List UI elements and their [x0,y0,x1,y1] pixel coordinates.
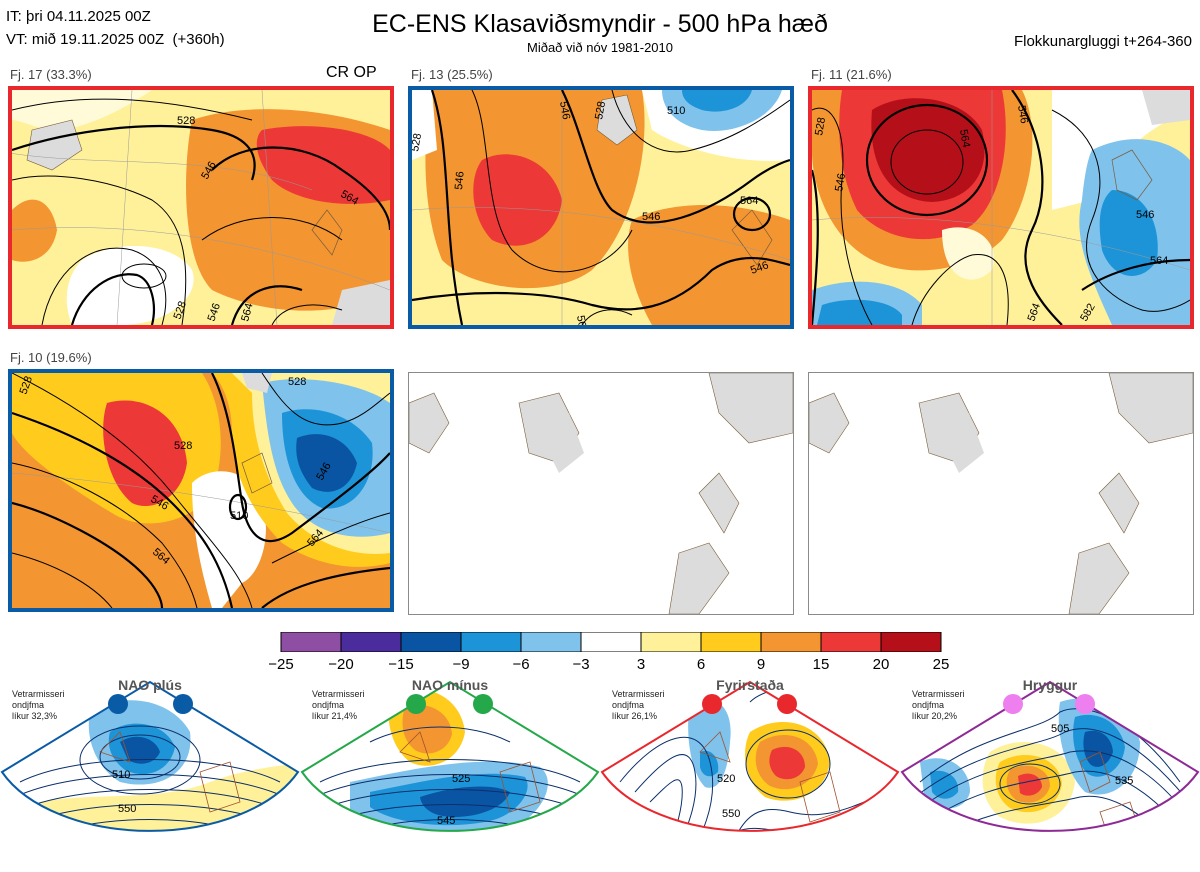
cluster-window: Flokkunargluggi t+264-360 [1013,33,1192,50]
regime-1-label-a: 510 [112,769,130,781]
panel-label-3: Fj. 11 (21.6%) [811,67,892,82]
cluster-map-2: 528 546 510 528 546 546 564 546 564 [408,86,794,329]
empty-map-6 [808,372,1194,615]
colorbar-segment [820,632,882,652]
colorbar-tick-label: 20 [872,656,890,673]
colorbar-segment [520,632,582,652]
colorbar-tick-label: 6 [696,656,706,673]
map-4-label-a: 528 [18,375,36,396]
panel-label-1: Fj. 17 (33.3%) [10,67,92,82]
colorbar-tick-label: −15 [388,656,414,673]
colorbar-segment [640,632,702,652]
map-2-label-i: 564 [574,314,589,325]
regime-2-label-b: 545 [437,815,455,827]
map-2-graphics: 528 546 510 528 546 546 564 546 564 [412,90,790,325]
regime-3-graphics: 520 550 560 [600,680,900,845]
regime-nao-minus: 525 545 565 NAO mínus Vetrarmisseri ondj… [300,672,600,872]
map-2-label-c: 510 [667,105,685,117]
regime-3-label-a: 520 [717,773,735,785]
map-3-graphics: 528 546 564 546 564 546 564 582 [812,90,1190,325]
regime-2-label-a: 525 [452,773,470,785]
map-1-label-f: 564 [239,302,255,323]
map-2-label-e: 546 [557,100,572,120]
map-3-label-b: 546 [833,172,848,192]
regime-nao-plus: 510 550 NAO plús Vetrarmisseri ondjfma l… [0,672,300,872]
colorbar-segment [460,632,522,652]
regime-1-label-b: 550 [118,803,136,815]
map-4-label-b: 528 [174,440,192,452]
valid-time: VT: mið 19.11.2025 00Z (+360h) [6,31,225,48]
colorbar-tick-label: 9 [756,656,766,673]
regime-4-label-a: 505 [1051,723,1069,735]
cluster-map-4: 528 528 546 510 546 564 564 528 [8,369,394,612]
map-3-label-g: 564 [1026,302,1044,323]
map-2-label-f: 546 [642,211,660,223]
colorbar-segment [580,632,642,652]
regime-4-graphics: 505 535 560 [900,680,1200,832]
page-title: EC-ENS Klasaviðsmyndir - 500 hPa hæð [372,10,828,38]
page-subtitle: Miðað við nóv 1981-2010 [527,40,673,55]
map-4-graphics: 528 528 546 510 546 564 564 528 [12,373,390,608]
map-5-graphics [409,373,793,614]
map-2-label-b: 546 [453,171,467,190]
empty-map-5 [408,372,794,615]
map-4-label-d: 510 [230,510,248,522]
cluster-map-3: 528 546 564 546 564 546 564 582 [808,86,1194,329]
colorbar-segment [760,632,822,652]
regime-2-note: Vetrarmisseri ondjfma líkur 21,4% [312,689,365,721]
colorbar-segment [340,632,402,652]
map-3-label-e: 564 [1150,255,1168,267]
regime-2-label-c: 565 [447,849,465,861]
map-3-label-d: 546 [1015,104,1030,124]
initial-time: IT: þri 04.11.2025 00Z [6,8,151,25]
panel-label-4: Fj. 10 (19.6%) [10,350,92,365]
regime-1-graphics: 510 550 [0,680,300,832]
colorbar-tick-label: 25 [932,656,950,673]
regime-3-label-b: 550 [722,808,740,820]
colorbar-tick-label: −3 [572,656,590,673]
colorbar-tick-label: −6 [512,656,530,673]
map-2-label-h: 546 [749,259,770,277]
map-6-graphics [809,373,1193,614]
colorbar-segment [280,632,342,652]
cr-op-marker: CR OP [326,64,377,81]
colorbar-tick-label: −9 [452,656,470,673]
regime-2-graphics: 525 545 565 [300,680,600,861]
regime-blocking: 520 550 560 Fyrirstaða Vetrarmisseri ond… [600,672,900,872]
map-2-label-a: 528 [412,132,424,152]
regime-1-title: NAO plús [118,677,182,693]
regime-2-title: NAO mínus [411,677,489,693]
map-1-graphics: 528 546 564 528 546 564 [12,90,390,325]
colorbar [280,632,942,652]
regime-3-title: Fyrirstaða [716,677,784,693]
regime-3-label-c: 560 [737,833,755,845]
regime-4-note: Vetrarmisseri ondjfma líkur 20,2% [912,689,965,721]
map-1-label-e: 546 [206,302,224,323]
colorbar-segment [400,632,462,652]
map-3-label-a: 528 [813,116,828,136]
map-2-label-d: 528 [593,100,608,120]
regime-4-title: Hryggur [1022,677,1078,693]
map-3-label-f: 546 [1136,209,1154,221]
regime-ridge: 505 535 560 Hryggur Vetrarmisseri ondjfm… [900,672,1200,872]
colorbar-tick-label: 15 [812,656,830,673]
map-2-label-g: 564 [740,195,758,207]
colorbar-tick-label: −20 [328,656,354,673]
regime-1-note: Vetrarmisseri ondjfma líkur 32,3% [12,689,65,721]
colorbar-tick-label: −25 [268,656,294,673]
panel-label-2: Fj. 13 (25.5%) [411,67,493,82]
map-3-label-c: 564 [957,128,972,148]
map-4-label-h: 528 [288,376,306,388]
colorbar-segment [880,632,942,652]
map-1-label-d: 528 [172,300,190,321]
cluster-map-1: 528 546 564 528 546 564 [8,86,394,329]
colorbar-tick-label: 3 [636,656,646,673]
regime-4-label-b: 535 [1115,775,1133,787]
colorbar-segment [700,632,762,652]
regime-3-note: Vetrarmisseri ondjfma líkur 26,1% [612,689,665,721]
map-1-label-a: 528 [177,115,195,127]
